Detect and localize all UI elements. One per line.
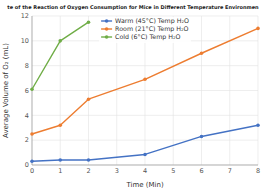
grid-line	[32, 140, 258, 141]
y-tick-label: 12	[21, 12, 29, 20]
x-tick-label: 4	[143, 167, 147, 175]
y-tick-label: 0	[25, 161, 29, 169]
y-tick-label: 8	[25, 62, 29, 70]
y-tick-label: 4	[25, 112, 29, 120]
legend-entry: Room (21°C) Temp H₂O	[115, 25, 188, 33]
point	[58, 158, 62, 162]
legend-entry: Cold (6°C) Temp H₂O	[115, 33, 181, 41]
point	[200, 135, 204, 139]
series-line	[32, 28, 258, 134]
point	[30, 87, 34, 91]
x-tick-label: 0	[30, 167, 34, 175]
grid-line	[32, 115, 258, 116]
point	[58, 39, 62, 43]
x-tick-label: 2	[86, 167, 90, 175]
legend-entry: Warm (45°C) Temp H₂O	[115, 17, 189, 25]
title: te of the Reaction of Oxygen Consumption…	[7, 4, 259, 11]
legend-marker	[105, 27, 109, 31]
point	[143, 78, 147, 82]
x-axis	[32, 165, 258, 166]
grid-line	[32, 90, 258, 91]
x-tick-label: 5	[171, 167, 175, 175]
legend-marker	[105, 19, 109, 23]
point	[200, 51, 204, 55]
x-tick-label: 1	[58, 167, 62, 175]
y-tick-label: 6	[25, 87, 29, 95]
x-tick-label: 6	[199, 167, 203, 175]
point	[30, 132, 34, 136]
y-tick-label: 10	[21, 37, 29, 45]
point	[58, 123, 62, 127]
point	[143, 153, 147, 157]
legend-background	[99, 17, 191, 43]
grid	[32, 16, 258, 165]
y-tick-label: 2	[25, 136, 29, 144]
point	[87, 158, 91, 162]
point	[256, 27, 260, 31]
point	[87, 97, 91, 101]
point	[87, 20, 91, 24]
point	[256, 123, 260, 127]
x-tick-label: 8	[256, 167, 260, 175]
x-axis-label: Time (Min)	[125, 181, 164, 189]
series-line	[32, 22, 89, 89]
legend: Warm (45°C) Temp H₂ORoom (21°C) Temp H₂O…	[101, 17, 189, 41]
y-axis-label: Average Volume of O₂ (mL)	[2, 43, 10, 138]
grid-line	[32, 165, 258, 166]
legend-marker	[105, 35, 109, 39]
x-tick-label: 3	[115, 167, 119, 175]
x-tick-label: 7	[228, 167, 232, 175]
point	[30, 159, 34, 163]
grid-line	[32, 65, 258, 66]
series-line	[32, 125, 258, 161]
chart: 012345678024681012Time (Min)Average Volu…	[0, 0, 266, 190]
